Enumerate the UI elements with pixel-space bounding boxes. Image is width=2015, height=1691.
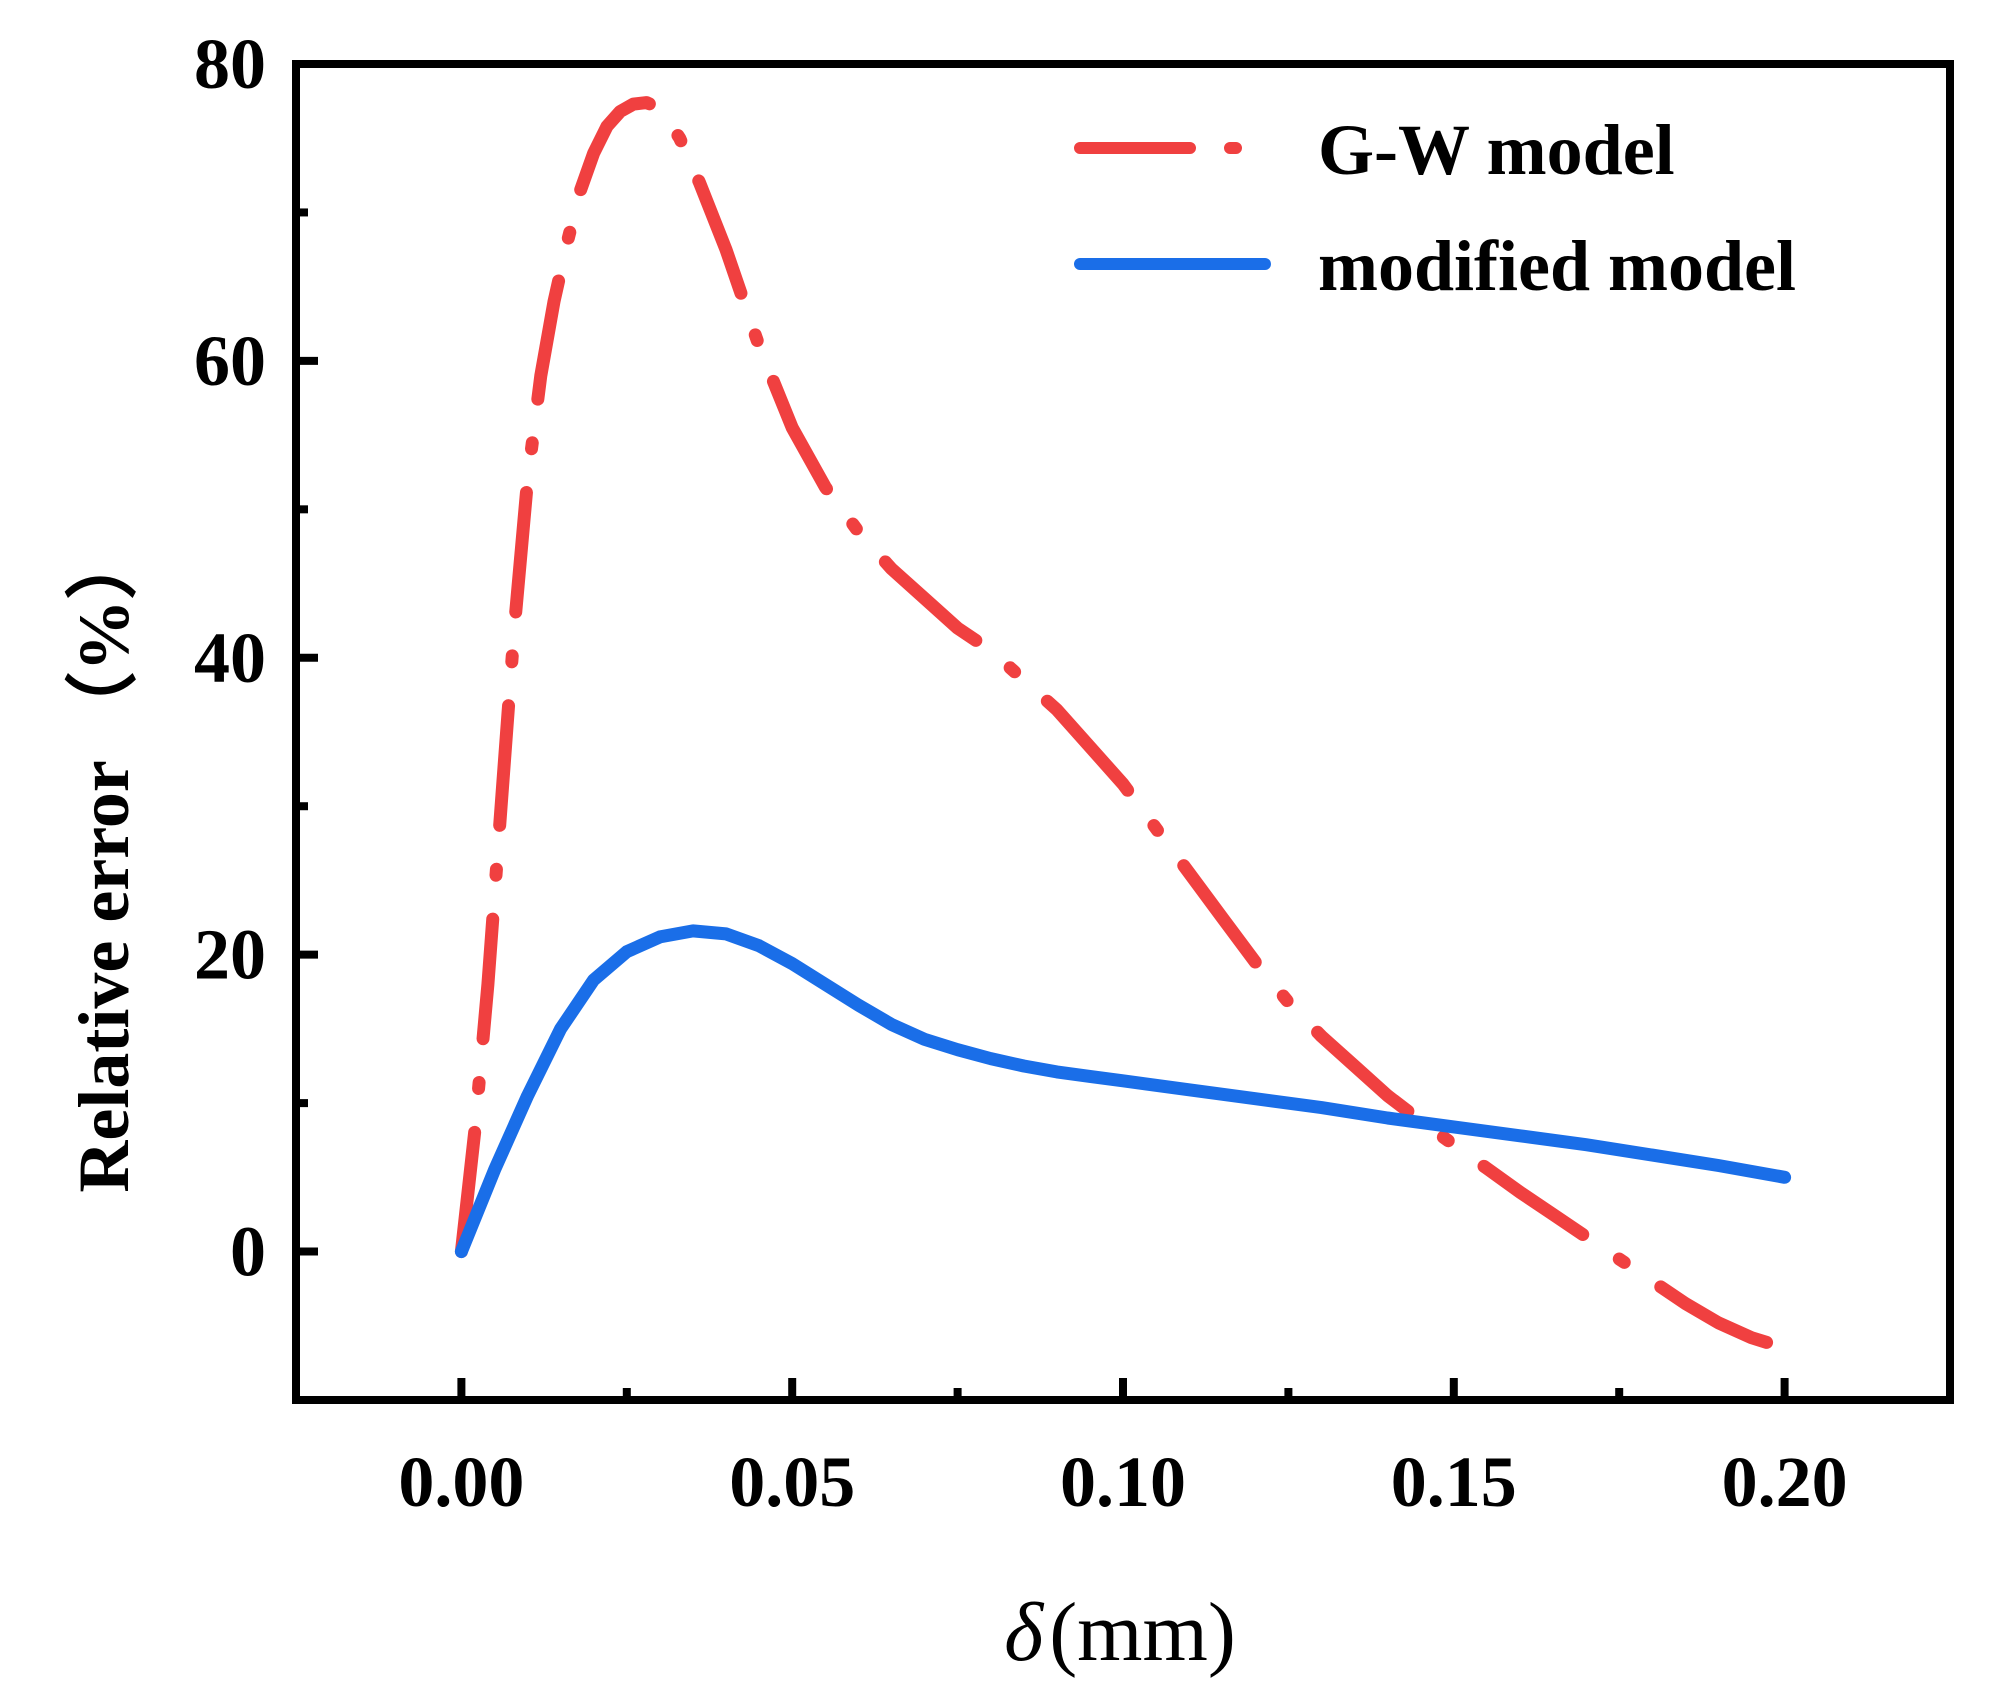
x-axis-title: δ(mm)	[1004, 1586, 1236, 1679]
x-axis-symbol: δ	[1004, 1586, 1045, 1679]
x-axis-unit: (mm)	[1049, 1586, 1236, 1679]
x-tick-label: 0.00	[398, 1442, 524, 1522]
legend-label-gw-model: G-W model	[1318, 110, 1675, 190]
series-line-gw-model	[454, 96, 1792, 1355]
x-tick-label: 0.15	[1391, 1442, 1517, 1522]
series-layer	[454, 96, 1792, 1355]
y-tick-label: 60	[194, 321, 266, 401]
y-axis-title: Relative error （%）	[64, 527, 144, 1192]
y-tick-label: 80	[194, 24, 266, 104]
series-line-modified-model	[454, 924, 1792, 1259]
y-tick-label: 0	[230, 1212, 266, 1292]
x-tick-label: 0.20	[1722, 1442, 1848, 1522]
legend: G-W model modified model	[1074, 110, 1796, 306]
y-axis-ticks: 0 20 40 60 80	[194, 24, 318, 1292]
y-tick-label: 40	[194, 618, 266, 698]
x-axis-ticks: 0.00 0.05 0.10 0.15 0.20	[398, 1378, 1848, 1522]
legend-label-modified-model: modified model	[1318, 226, 1796, 306]
x-tick-label: 0.10	[1060, 1442, 1186, 1522]
y-tick-label: 20	[194, 915, 266, 995]
x-tick-label: 0.05	[729, 1442, 855, 1522]
plot-frame	[292, 60, 1954, 1404]
